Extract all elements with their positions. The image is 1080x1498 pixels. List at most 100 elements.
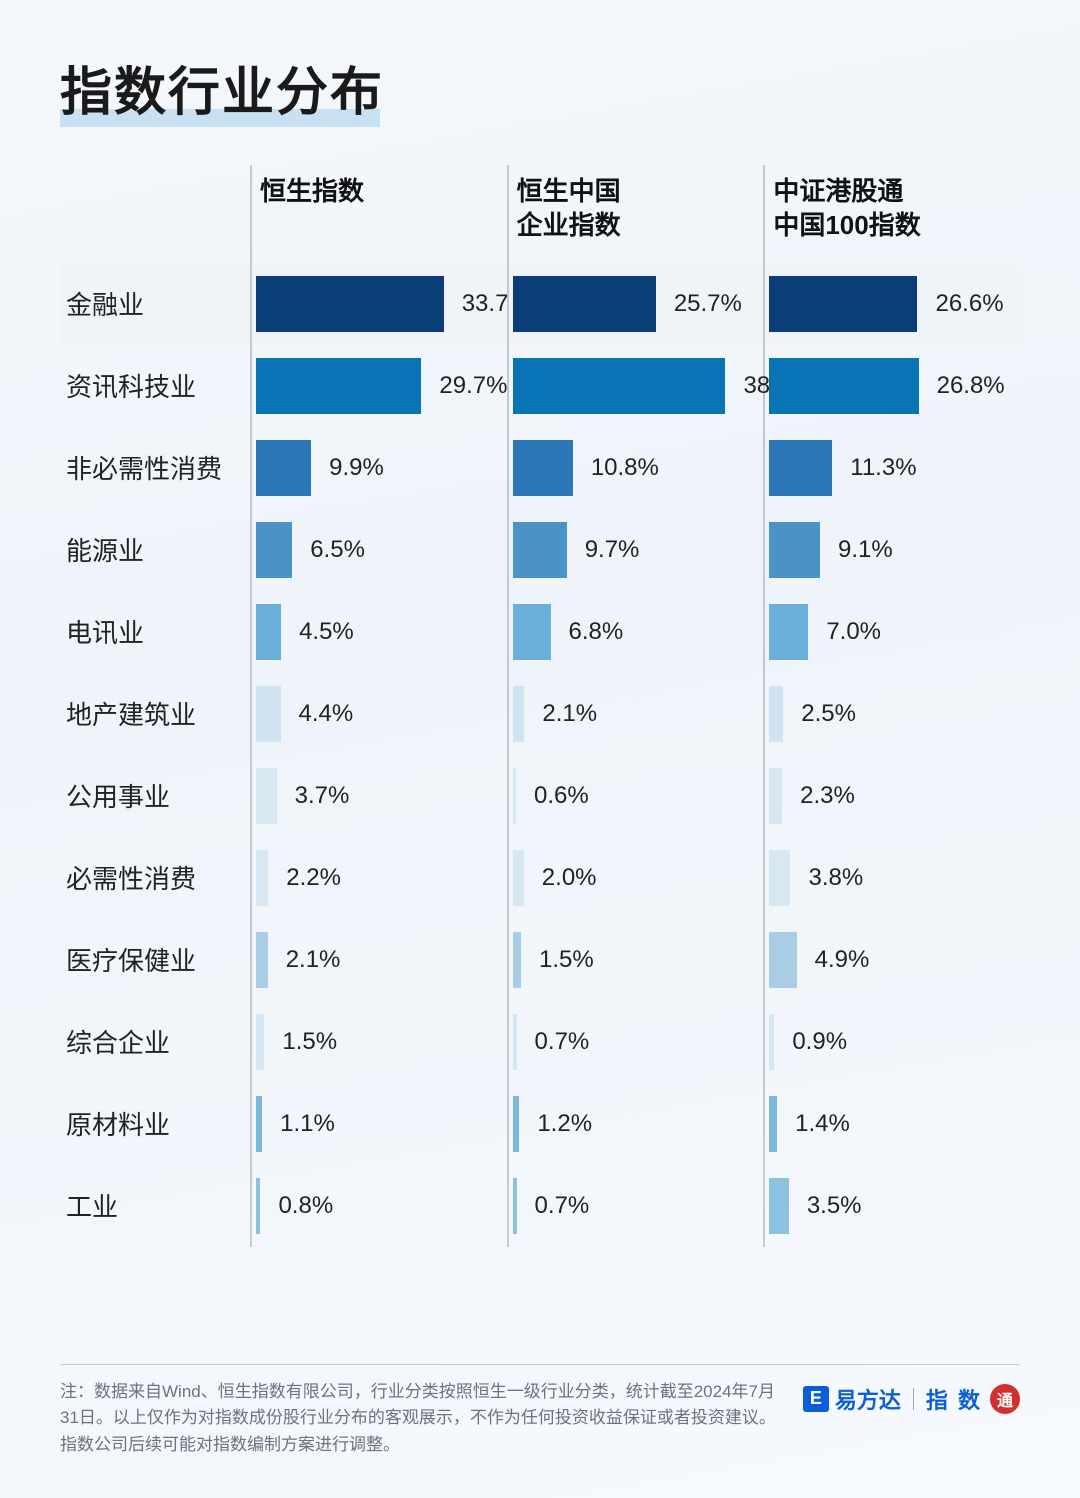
bar-cell: 2.3% bbox=[763, 755, 1020, 837]
bar-value-label: 11.3% bbox=[850, 454, 916, 482]
bar-wrap: 1.5% bbox=[513, 932, 764, 988]
bar-cell: 1.5% bbox=[250, 1001, 507, 1083]
bar-wrap: 1.4% bbox=[769, 1096, 1020, 1152]
bar-wrap: 26.8% bbox=[769, 358, 1020, 414]
bar-value-label: 26.6% bbox=[935, 290, 1003, 318]
bar-value-label: 4.4% bbox=[299, 700, 354, 728]
page-title: 指数行业分布 bbox=[60, 50, 384, 125]
bar-value-label: 6.5% bbox=[310, 536, 365, 564]
bar-cell: 3.8% bbox=[763, 837, 1020, 919]
bar-cell: 7.0% bbox=[763, 591, 1020, 673]
bar-value-label: 3.7% bbox=[295, 782, 350, 810]
bar-wrap: 11.3% bbox=[769, 440, 1020, 496]
bar bbox=[513, 850, 524, 906]
row-label: 金融业 bbox=[60, 263, 250, 345]
row-label: 原材料业 bbox=[60, 1083, 250, 1165]
bar-cell: 26.6% bbox=[763, 263, 1020, 345]
bar-value-label: 3.8% bbox=[808, 864, 863, 892]
bar-value-label: 29.7% bbox=[439, 372, 507, 400]
column-header-line1: 恒生中国 bbox=[517, 175, 756, 209]
bar-wrap: 9.7% bbox=[513, 522, 764, 578]
bar-value-label: 1.4% bbox=[795, 1110, 850, 1138]
data-grid: 恒生指数恒生中国企业指数中证港股通中国100指数金融业33.7%25.7%26.… bbox=[60, 165, 1020, 1247]
row-label: 工业 bbox=[60, 1165, 250, 1247]
bar-cell: 26.8% bbox=[763, 345, 1020, 427]
bar-cell: 2.5% bbox=[763, 673, 1020, 755]
header-spacer bbox=[60, 165, 250, 263]
bar bbox=[513, 522, 567, 578]
bar bbox=[256, 276, 444, 332]
bar-cell: 1.1% bbox=[250, 1083, 507, 1165]
bar-value-label: 2.1% bbox=[286, 946, 341, 974]
bar-cell: 3.7% bbox=[250, 755, 507, 837]
bar-value-label: 6.8% bbox=[569, 618, 624, 646]
bar bbox=[769, 1014, 774, 1070]
row-label: 电讯业 bbox=[60, 591, 250, 673]
row-label: 地产建筑业 bbox=[60, 673, 250, 755]
bar-value-label: 1.5% bbox=[282, 1028, 337, 1056]
bar bbox=[769, 686, 783, 742]
bar-wrap: 2.3% bbox=[769, 768, 1020, 824]
brand-seal-icon: 通 bbox=[990, 1384, 1020, 1414]
bar bbox=[256, 1178, 260, 1234]
bar-value-label: 4.9% bbox=[815, 946, 870, 974]
bar-wrap: 1.2% bbox=[513, 1096, 764, 1152]
bar-value-label: 0.9% bbox=[792, 1028, 847, 1056]
bar bbox=[769, 1096, 777, 1152]
column-header: 中证港股通中国100指数 bbox=[763, 165, 1020, 263]
bar-cell: 4.4% bbox=[250, 673, 507, 755]
bar-wrap: 0.8% bbox=[256, 1178, 507, 1234]
bar-wrap: 6.5% bbox=[256, 522, 507, 578]
bar bbox=[513, 768, 516, 824]
bar bbox=[256, 768, 277, 824]
row-label: 公用事业 bbox=[60, 755, 250, 837]
bar-value-label: 3.5% bbox=[807, 1192, 862, 1220]
bar-cell: 0.9% bbox=[763, 1001, 1020, 1083]
bar bbox=[256, 1014, 264, 1070]
bar-cell: 9.7% bbox=[507, 509, 764, 591]
bar bbox=[256, 440, 311, 496]
bar bbox=[256, 358, 421, 414]
bar-cell: 10.8% bbox=[507, 427, 764, 509]
footnote-text: 注：数据来自Wind、恒生指数有限公司，行业分类按照恒生一级行业分类，统计截至2… bbox=[60, 1379, 783, 1458]
bar-cell: 1.2% bbox=[507, 1083, 764, 1165]
bar-value-label: 2.1% bbox=[542, 700, 597, 728]
bar bbox=[256, 686, 281, 742]
bar-cell: 1.5% bbox=[507, 919, 764, 1001]
bar-cell: 0.7% bbox=[507, 1001, 764, 1083]
bar-wrap: 7.0% bbox=[769, 604, 1020, 660]
bar-wrap: 3.5% bbox=[769, 1178, 1020, 1234]
bar-value-label: 2.0% bbox=[542, 864, 597, 892]
bar bbox=[769, 768, 782, 824]
bar-cell: 33.7% bbox=[250, 263, 507, 345]
bar-wrap: 4.9% bbox=[769, 932, 1020, 988]
bar-cell: 2.2% bbox=[250, 837, 507, 919]
bar-cell: 38.2% bbox=[507, 345, 764, 427]
bar-wrap: 2.1% bbox=[256, 932, 507, 988]
bar-value-label: 4.5% bbox=[299, 618, 354, 646]
bar-value-label: 0.6% bbox=[534, 782, 589, 810]
bar-cell: 25.7% bbox=[507, 263, 764, 345]
brand-name: 易方达 bbox=[835, 1383, 901, 1415]
bar-cell: 9.9% bbox=[250, 427, 507, 509]
column-header: 恒生中国企业指数 bbox=[507, 165, 764, 263]
brand-separator bbox=[913, 1388, 914, 1410]
bar bbox=[513, 1014, 517, 1070]
bar-wrap: 10.8% bbox=[513, 440, 764, 496]
bar-wrap: 0.6% bbox=[513, 768, 764, 824]
brand-logo-icon: E bbox=[803, 1386, 829, 1412]
bar-wrap: 29.7% bbox=[256, 358, 507, 414]
bar-cell: 11.3% bbox=[763, 427, 1020, 509]
bar-wrap: 0.7% bbox=[513, 1014, 764, 1070]
bar-wrap: 38.2% bbox=[513, 358, 764, 414]
bar-cell: 0.8% bbox=[250, 1165, 507, 1247]
bar-cell: 4.9% bbox=[763, 919, 1020, 1001]
bar-value-label: 26.8% bbox=[937, 372, 1005, 400]
bar-value-label: 25.7% bbox=[674, 290, 742, 318]
brand-sub: 指 数 bbox=[926, 1383, 982, 1415]
bar-value-label: 2.2% bbox=[286, 864, 341, 892]
bar-wrap: 2.2% bbox=[256, 850, 507, 906]
bar-wrap: 3.7% bbox=[256, 768, 507, 824]
bar bbox=[256, 604, 281, 660]
bar bbox=[769, 522, 820, 578]
